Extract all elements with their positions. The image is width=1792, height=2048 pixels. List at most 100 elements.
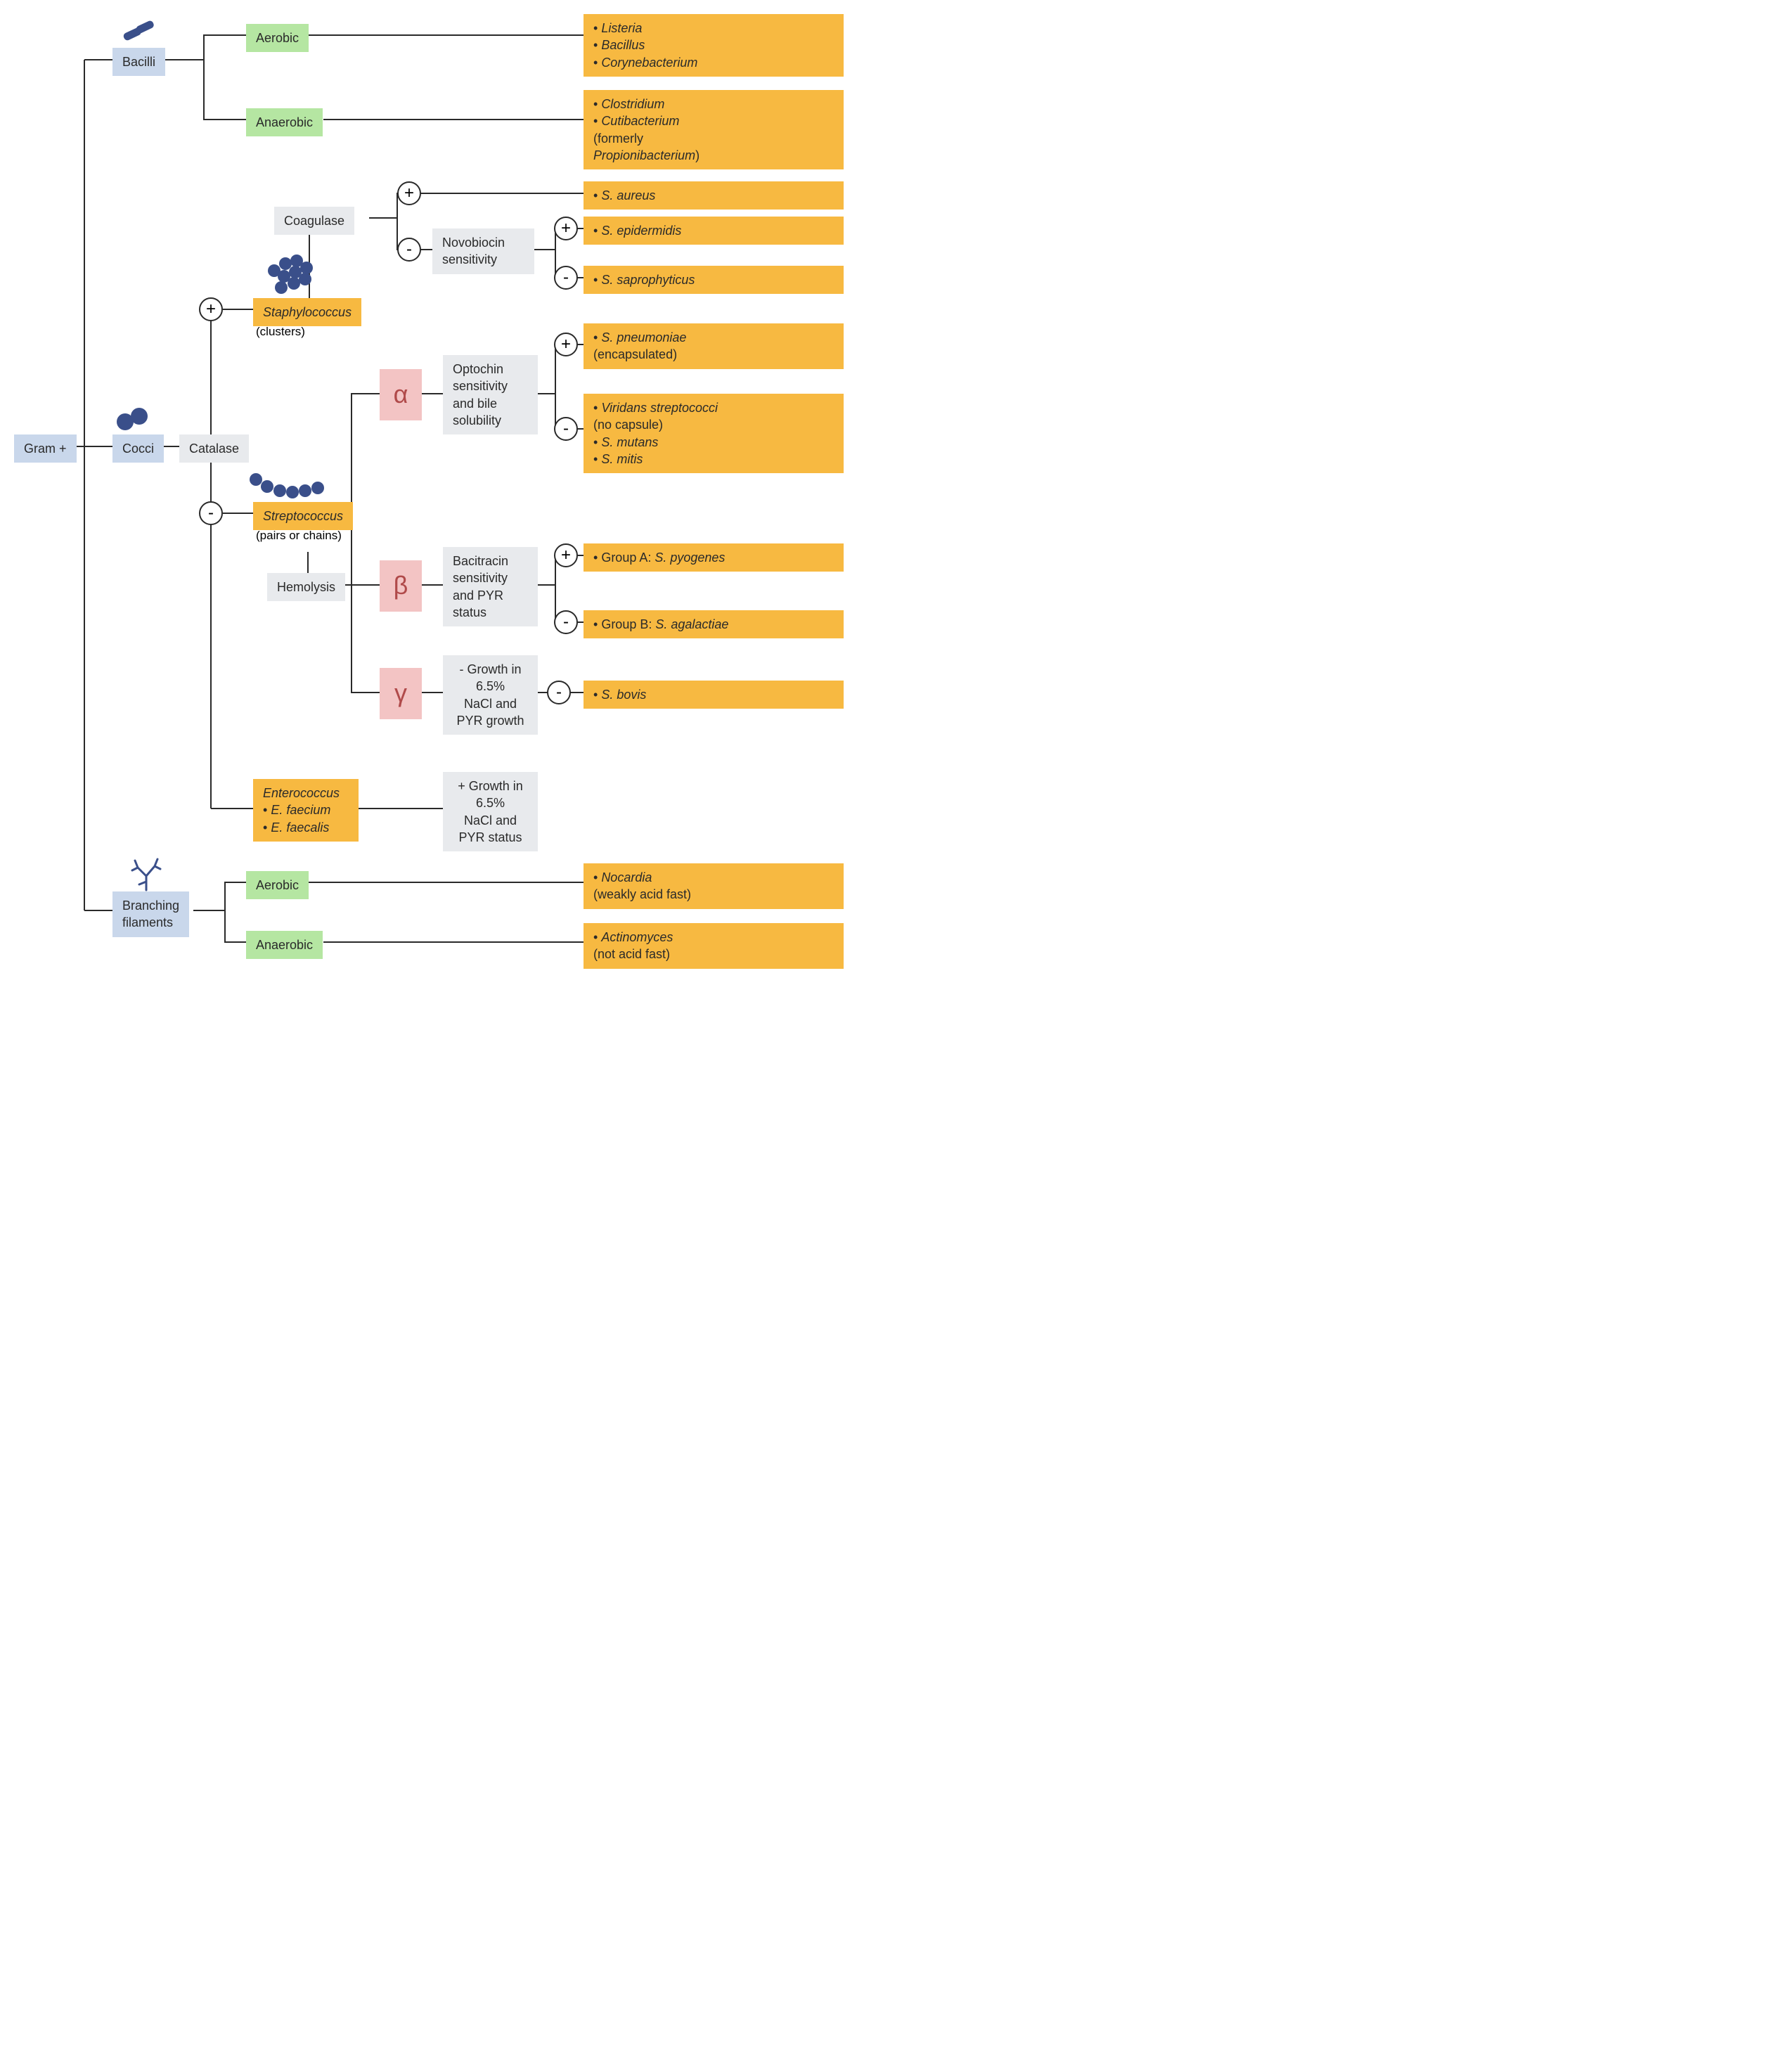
novobiocin-minus-icon: - <box>554 266 578 290</box>
viridans-label: Viridans streptococci <box>601 401 718 415</box>
chains-icon <box>246 470 330 505</box>
species-s-bovis: • S. bovis <box>584 681 844 709</box>
staph-label: Staphylococcus <box>263 305 352 319</box>
bacilli-anaerobic-species: Clostridium Cutibacterium (formerly Prop… <box>584 90 844 169</box>
shape-bacilli: Bacilli <box>112 48 165 76</box>
coagulase-label: Coagulase <box>284 214 344 228</box>
genus-staphylococcus: Staphylococcus <box>253 298 361 326</box>
nocardia-label: Nocardia <box>601 870 652 884</box>
s-mutans-label: S. mutans <box>601 435 658 449</box>
branching-aerobic-node: Aerobic <box>246 871 309 899</box>
anaerobic-label-2: Anaerobic <box>256 938 313 952</box>
s-bovis-label: S. bovis <box>601 688 646 702</box>
shape-branching: Branching filaments <box>112 891 189 937</box>
beta-label: β <box>394 571 408 600</box>
cocci-icon <box>112 406 155 434</box>
species-listeria: Listeria <box>601 21 642 35</box>
nocardia-note: (weakly acid fast) <box>593 887 691 901</box>
test-optochin: Optochin sensitivity and bile solubility <box>443 355 538 434</box>
entero-test-label: + Growth in 6.5% NaCl and PYR status <box>458 779 523 844</box>
s-mitis-label: S. mitis <box>601 452 643 466</box>
s-aureus-label: S. aureus <box>601 188 655 202</box>
coagulase-minus-icon: - <box>397 238 421 262</box>
alpha-label: α <box>394 380 408 408</box>
formerly-note: (formerly <box>593 131 643 146</box>
groupA-pre: Group A: <box>601 550 655 565</box>
optochin-minus-icon: - <box>554 417 578 441</box>
species-group-a: • Group A: S. pyogenes <box>584 543 844 572</box>
test-catalase: Catalase <box>179 434 249 463</box>
e-faecium-label: E. faecium <box>271 803 330 817</box>
species-bacillus: Bacillus <box>601 38 645 52</box>
species-group-b: • Group B: S. agalactiae <box>584 610 844 638</box>
root-label: Gram + <box>24 442 67 456</box>
aerobic-label-1: Aerobic <box>256 31 299 45</box>
gamma-test-label: - Growth in 6.5% NaCl and PYR growth <box>456 662 524 728</box>
bacilli-aerobic-node: Aerobic <box>246 24 309 52</box>
genus-streptococcus: Streptococcus <box>253 502 353 530</box>
test-gamma-growth: - Growth in 6.5% NaCl and PYR growth <box>443 655 538 735</box>
novobiocin-label: Novobiocin sensitivity <box>442 236 505 266</box>
branching-anaerobic-node: Anaerobic <box>246 931 323 959</box>
optochin-label: Optochin sensitivity and bile solubility <box>453 362 508 427</box>
test-hemolysis: Hemolysis <box>267 573 345 601</box>
propioni-note: Propionibacterium <box>593 148 695 162</box>
viridans-note: (no capsule) <box>593 418 663 432</box>
species-cutibacterium: Cutibacterium <box>601 114 679 128</box>
s-agalactiae-label: S. agalactiae <box>655 617 728 631</box>
hemolysis-gamma: γ <box>380 668 422 719</box>
strep-label: Streptococcus <box>263 509 343 523</box>
shape-cocci: Cocci <box>112 434 164 463</box>
gamma-label: γ <box>394 678 407 707</box>
cocci-label: Cocci <box>122 442 154 456</box>
bacitracin-plus-icon: + <box>554 543 578 567</box>
species-s-pneumoniae: • S. pneumoniae (encapsulated) <box>584 323 844 369</box>
species-actinomyces: • Actinomyces (not acid fast) <box>584 923 844 969</box>
gram-positive-flowchart: Gram + Bacilli Cocci Branching filaments… <box>14 14 858 984</box>
coagulase-plus-icon: + <box>397 181 421 205</box>
s-saprophyticus-label: S. saprophyticus <box>601 273 695 287</box>
optochin-plus-icon: + <box>554 333 578 356</box>
actinomyces-label: Actinomyces <box>601 930 673 944</box>
hemolysis-alpha: α <box>380 369 422 420</box>
species-corynebacterium: Corynebacterium <box>601 56 697 70</box>
novobiocin-plus-icon: + <box>554 217 578 240</box>
bacitracin-label: Bacitracin sensitivity and PYR status <box>453 554 508 619</box>
bacilli-icon <box>116 18 158 46</box>
clusters-icon <box>260 250 323 295</box>
species-s-saprophyticus: • S. saprophyticus <box>584 266 844 294</box>
species-viridans: • Viridans streptococci (no capsule) • S… <box>584 394 844 473</box>
staph-note: (clusters) <box>256 325 305 339</box>
bacilli-aerobic-species: Listeria Bacillus Corynebacterium <box>584 14 844 77</box>
bacilli-label: Bacilli <box>122 55 155 69</box>
branching-icon <box>125 856 167 891</box>
test-entero-growth: + Growth in 6.5% NaCl and PYR status <box>443 772 538 851</box>
s-pneumoniae-note: (encapsulated) <box>593 347 677 361</box>
gamma-minus-icon: - <box>547 681 571 704</box>
species-nocardia: • Nocardia (weakly acid fast) <box>584 863 844 909</box>
species-clostridium: Clostridium <box>601 97 664 111</box>
bacilli-anaerobic-node: Anaerobic <box>246 108 323 136</box>
propioni-close: ) <box>695 148 700 162</box>
groupB-pre: Group B: <box>601 617 655 631</box>
anaerobic-label-1: Anaerobic <box>256 115 313 129</box>
strep-note: (pairs or chains) <box>256 529 342 543</box>
test-bacitracin: Bacitracin sensitivity and PYR status <box>443 547 538 626</box>
e-faecalis-label: E. faecalis <box>271 820 329 835</box>
catalase-label: Catalase <box>189 442 239 456</box>
root-gram-positive: Gram + <box>14 434 77 463</box>
test-novobiocin: Novobiocin sensitivity <box>432 228 534 274</box>
branching-label: Branching filaments <box>122 899 179 929</box>
actinomyces-note: (not acid fast) <box>593 947 670 961</box>
hemolysis-beta: β <box>380 560 422 612</box>
aerobic-label-2: Aerobic <box>256 878 299 892</box>
s-pyogenes-label: S. pyogenes <box>655 550 725 565</box>
species-s-epidermidis: • S. epidermidis <box>584 217 844 245</box>
s-pneumoniae-label: S. pneumoniae <box>601 330 686 344</box>
hemolysis-label: Hemolysis <box>277 580 335 594</box>
catalase-minus-icon: - <box>199 501 223 525</box>
entero-label: Enterococcus <box>263 786 340 800</box>
test-coagulase: Coagulase <box>274 207 354 235</box>
species-s-aureus: • S. aureus <box>584 181 844 210</box>
genus-enterococcus: Enterococcus E. faecium E. faecalis <box>253 779 359 842</box>
